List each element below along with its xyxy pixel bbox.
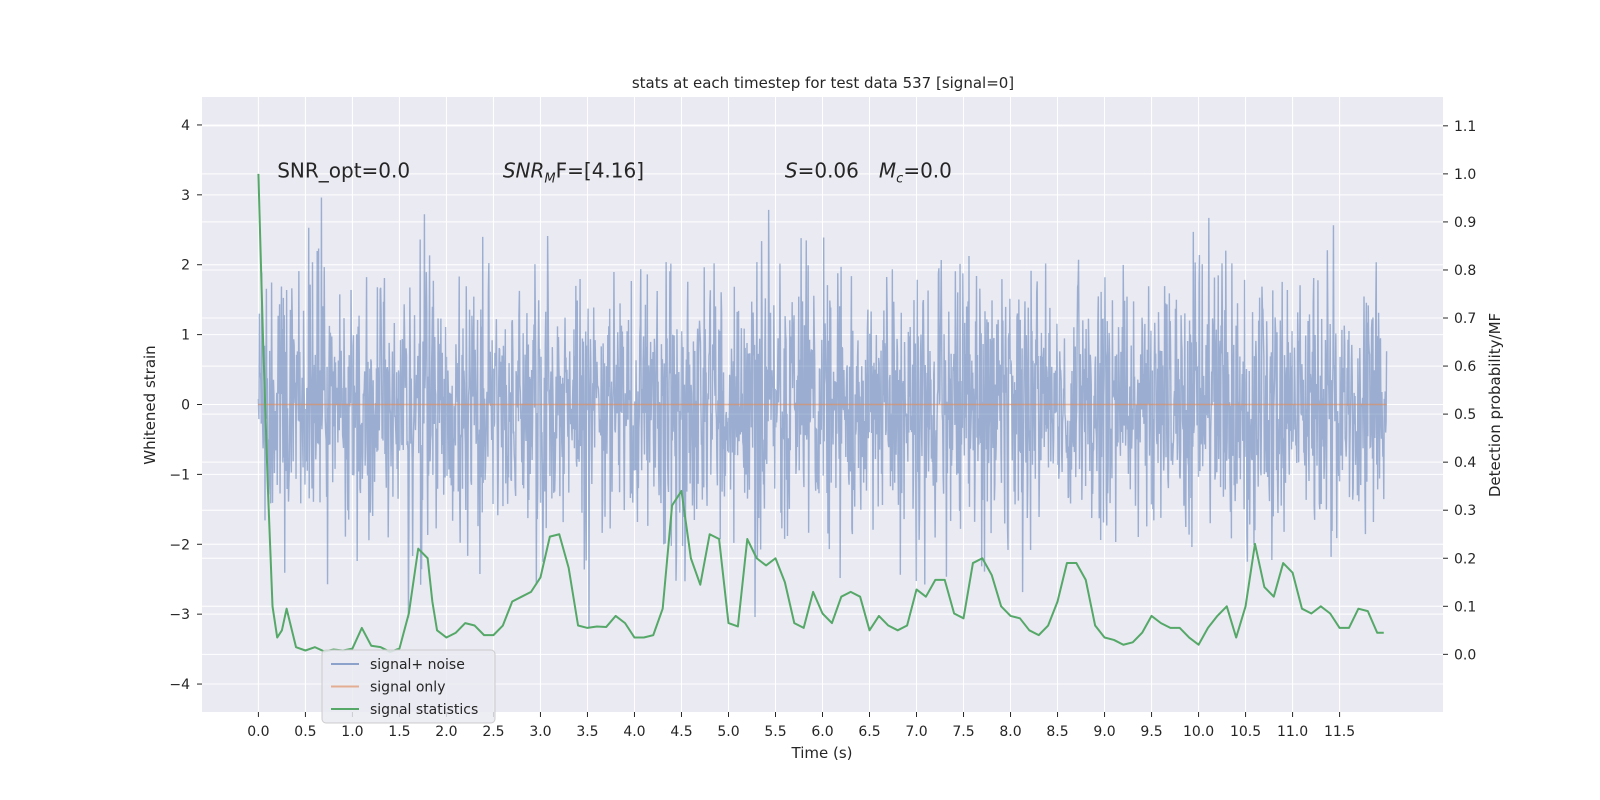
- x-tick-label: 4.5: [670, 724, 692, 740]
- y-tick-label: −1: [169, 467, 190, 483]
- legend: signal+ noise signal only signal statistic…: [321, 649, 496, 724]
- y2-tick-label: 1.0: [1454, 167, 1476, 183]
- y-tick-label: 1: [181, 328, 190, 344]
- signal-noise-series: [257, 197, 1388, 628]
- y2-tick-label: 0.5: [1454, 407, 1476, 423]
- x-tick-label: 4.0: [623, 724, 645, 740]
- x-tick-label: 3.0: [529, 724, 551, 740]
- y2-tick-label: 0.7: [1454, 311, 1476, 327]
- y-tick-label: 3: [181, 188, 190, 204]
- legend-label: signal+ noise: [370, 657, 465, 673]
- x-tick-label: 2.5: [482, 724, 504, 740]
- line-series: [257, 173, 1387, 653]
- x-tick-label: 6.0: [811, 724, 833, 740]
- x-tick-label: 9.0: [1093, 724, 1115, 740]
- y2-tick-label: 0.9: [1454, 215, 1476, 231]
- y-tick-label: 0: [181, 398, 190, 414]
- annotation: SNR_opt=0.0: [277, 158, 410, 182]
- x-tick-label: 10.0: [1183, 724, 1214, 740]
- tick-labels: 0.0 0.5 1.0 1.5 2.0 2.5 3.0 3.5 4.0 4.5 5.0 5.5 6.0 6…: [169, 118, 1476, 740]
- chart-title: stats at each timestep for test data 537…: [632, 74, 1014, 92]
- x-tick-label: 11.0: [1277, 724, 1308, 740]
- annotation: SNRMF=[4.16]: [503, 158, 644, 186]
- x-tick-label: 2.0: [435, 724, 457, 740]
- y-tick-label: 4: [181, 118, 190, 134]
- annotation: S=0.06: [785, 158, 859, 182]
- legend-label: signal only: [370, 680, 445, 696]
- y-tick-label: 2: [181, 258, 190, 274]
- x-tick-label: 6.5: [858, 724, 880, 740]
- x-tick-label: 0.5: [294, 724, 316, 740]
- x-tick-label: 8.5: [1046, 724, 1068, 740]
- y2-tick-label: 0.3: [1454, 503, 1476, 519]
- y2-tick-label: 0.1: [1454, 599, 1476, 615]
- x-tick-label: 1.5: [388, 724, 410, 740]
- x-tick-label: 3.5: [576, 724, 598, 740]
- x-tick-label: 1.0: [341, 724, 363, 740]
- x-tick-label: 9.5: [1140, 724, 1162, 740]
- y2-tick-label: 0.8: [1454, 263, 1476, 279]
- x-axis-label: Time (s): [791, 744, 853, 762]
- annotation: Mc=0.0: [879, 158, 952, 186]
- y2-tick-label: 0.6: [1454, 359, 1476, 375]
- y2-tick-label: 0.2: [1454, 551, 1476, 567]
- annotations: SNR_opt=0.0 SNRMF=[4.16] S=0.06 Mc=0.0: [277, 158, 952, 186]
- y-tick-label: −2: [169, 537, 190, 553]
- x-tick-label: 7.0: [905, 724, 927, 740]
- legend-label: signal statistics: [370, 702, 478, 718]
- signal-noise-line: [257, 197, 1388, 628]
- legend-box: [321, 649, 496, 724]
- x-tick-label: 10.5: [1230, 724, 1261, 740]
- x-tick-label: 5.0: [717, 724, 739, 740]
- x-tick-label: 7.5: [952, 724, 974, 740]
- y2-tick-label: 0.4: [1454, 455, 1476, 471]
- y2-axis-label: Detection probability/MF: [1486, 313, 1504, 497]
- x-tick-label: 0.0: [247, 724, 269, 740]
- signal-statistics-line: [257, 173, 1384, 653]
- y2-tick-label: 0.0: [1454, 647, 1476, 663]
- x-tick-label: 8.0: [999, 724, 1021, 740]
- y2-tick-label: 1.1: [1454, 119, 1476, 135]
- x-tick-label: 5.5: [764, 724, 786, 740]
- y-axis-label: Whitened strain: [141, 345, 159, 464]
- y-tick-label: −4: [169, 677, 190, 693]
- x-tick-label: 11.5: [1324, 724, 1355, 740]
- y-tick-label: −3: [169, 607, 190, 623]
